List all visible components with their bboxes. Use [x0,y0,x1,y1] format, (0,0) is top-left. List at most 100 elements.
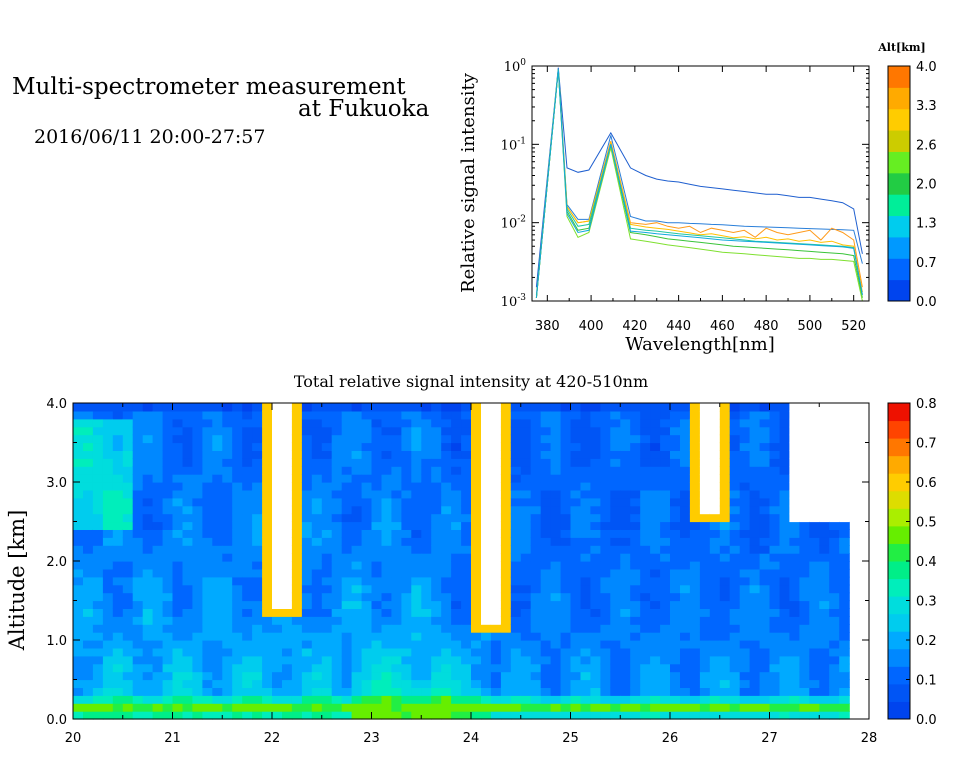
heatmap-cell [311,537,323,546]
heatmap-cell [670,410,681,420]
heatmap-cell [540,711,552,720]
heatmap-cell [262,695,273,704]
heatmap-cell [650,624,661,633]
spectrum-series-6 [535,69,863,301]
heatmap-cell [570,576,582,586]
heatmap-cell [739,616,751,625]
heatmap-cell [660,671,671,681]
heatmap-cell [829,529,840,538]
heatmap-cell [510,608,522,617]
heatmap-colorbar-tick-label: 0.6 [916,476,937,491]
heatmap-cell [461,505,472,515]
heatmap-cell [471,647,482,657]
heatmap-cell [550,632,562,641]
heatmap-cell [650,537,661,546]
heatmap-cell [83,647,94,657]
heatmap-cell [92,647,104,657]
heatmap-cell [570,568,582,578]
heatmap-cell [401,679,412,688]
heatmap-cell [640,695,651,704]
heatmap-cell [122,616,134,625]
heatmap-cell [789,497,800,507]
heatmap-cell [640,474,651,483]
heatmap-cell [441,632,452,641]
heatmap-cell [311,474,323,483]
heatmap-cell [719,561,731,570]
heatmap-cell [212,418,223,428]
heatmap-cell [242,450,253,459]
heatmap-cell [490,695,502,704]
heatmap-cell [102,553,114,562]
heatmap-cell [112,616,124,625]
heatmap-cell [371,671,383,681]
heatmap-cell [341,624,353,633]
heatmap-cell [351,442,363,451]
heatmap-cell [759,418,771,428]
heatmap-cell [660,458,671,467]
heatmap-cell [311,671,323,681]
heatmap-cell [749,679,761,688]
heatmap-cell [839,545,850,554]
heatmap-cell [262,647,273,657]
heatmap-cell [540,418,552,428]
heatmap-cell [222,600,233,609]
heatmap-cell [829,695,840,704]
heatmap-cell [361,497,373,507]
heatmap-cell [709,687,721,696]
heatmap-cell [162,687,174,696]
heatmap-cell [83,687,94,696]
heatmap-cell [311,624,323,633]
heatmap-cell [749,632,761,641]
heatmap-cell [590,553,601,562]
heatmap-cell [321,529,333,538]
heatmap-cell [341,584,353,594]
heatmap-cell [680,545,691,554]
heatmap-cell [301,466,313,475]
heatmap-cell [112,671,124,681]
heatmap-cell [600,529,611,538]
heatmap-cell [769,624,781,633]
heatmap-cell [620,513,631,523]
heatmap-cell [779,703,791,712]
heatmap-cell [272,458,283,467]
heatmap-x-tick-label: 24 [463,731,480,746]
heatmap-cell [769,687,781,696]
heatmap-cell [262,711,273,720]
heatmap-cell [371,576,383,586]
heatmap-cell [272,482,283,491]
heatmap-cell [789,410,800,420]
heatmap-cell [461,442,472,451]
heatmap-cell [272,521,283,530]
heatmap-cell [520,458,532,467]
heatmap-cell [301,458,313,467]
heatmap-cell [699,561,711,570]
heatmap-cell [510,561,522,570]
heatmap-cell [421,505,432,515]
heatmap-cell [819,561,830,570]
heatmap-cell [441,410,452,420]
heatmap-cell [640,592,651,602]
heatmap-cell [361,576,373,586]
heatmap-cell [232,426,243,436]
heatmap-cell [620,450,631,459]
heatmap-cell [650,505,661,515]
heatmap-cell [421,703,432,712]
heatmap-cell [92,513,104,523]
heatmap-cell [361,521,373,530]
heatmap-cell [620,624,631,633]
heatmap-cell [311,679,323,688]
heatmap-cell [799,647,810,657]
heatmap-cell [520,624,532,633]
heatmap-cell [689,616,701,625]
heatmap-cell [500,513,512,523]
heatmap-cell [819,489,830,499]
heatmap-cell [660,537,671,546]
heatmap-cell [699,442,711,451]
heatmap-cell [719,711,731,720]
heatmap-cell [819,608,830,617]
heatmap-cell [152,458,164,467]
heatmap-cell [73,576,84,586]
heatmap-cell [132,647,144,657]
heatmap-cell [401,426,412,436]
heatmap-cell [540,434,552,444]
